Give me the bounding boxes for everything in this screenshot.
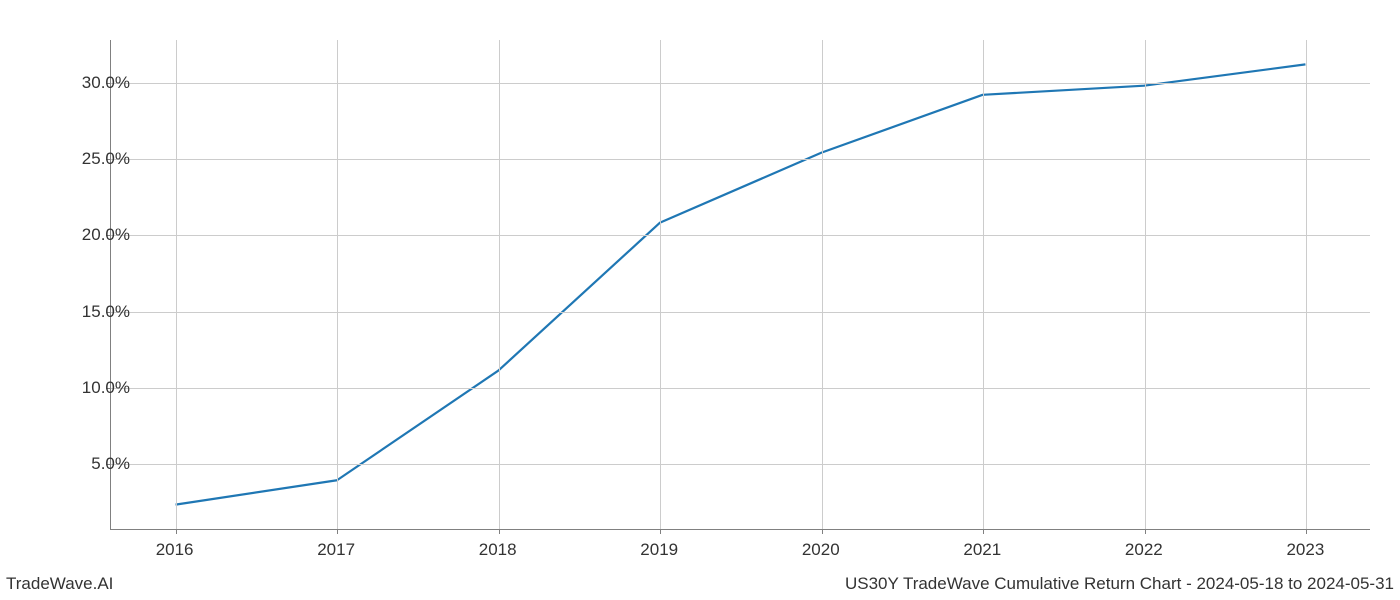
x-tick-label: 2016	[145, 540, 205, 560]
x-tick-mark	[660, 529, 661, 534]
footer-caption: US30Y TradeWave Cumulative Return Chart …	[845, 574, 1394, 594]
grid-line-horizontal	[111, 235, 1370, 236]
x-tick-mark	[176, 529, 177, 534]
x-tick-label: 2018	[468, 540, 528, 560]
grid-line-horizontal	[111, 159, 1370, 160]
x-tick-label: 2023	[1275, 540, 1335, 560]
x-tick-mark	[983, 529, 984, 534]
x-tick-label: 2019	[629, 540, 689, 560]
plot-area	[110, 40, 1370, 530]
footer-brand: TradeWave.AI	[6, 574, 113, 594]
grid-line-vertical	[660, 40, 661, 529]
y-tick-label: 25.0%	[50, 149, 130, 169]
y-tick-label: 15.0%	[50, 302, 130, 322]
x-tick-mark	[1145, 529, 1146, 534]
x-tick-mark	[499, 529, 500, 534]
x-tick-label: 2017	[306, 540, 366, 560]
y-tick-label: 20.0%	[50, 225, 130, 245]
x-tick-label: 2022	[1114, 540, 1174, 560]
grid-line-horizontal	[111, 388, 1370, 389]
x-tick-mark	[1306, 529, 1307, 534]
grid-line-vertical	[822, 40, 823, 529]
y-tick-label: 5.0%	[50, 454, 130, 474]
y-tick-label: 10.0%	[50, 378, 130, 398]
grid-line-vertical	[337, 40, 338, 529]
x-tick-mark	[822, 529, 823, 534]
grid-line-horizontal	[111, 83, 1370, 84]
grid-line-vertical	[983, 40, 984, 529]
grid-line-horizontal	[111, 464, 1370, 465]
line-chart-svg	[111, 40, 1370, 529]
grid-line-vertical	[499, 40, 500, 529]
grid-line-vertical	[1306, 40, 1307, 529]
chart-container	[110, 40, 1370, 530]
grid-line-horizontal	[111, 312, 1370, 313]
grid-line-vertical	[1145, 40, 1146, 529]
y-tick-label: 30.0%	[50, 73, 130, 93]
x-tick-label: 2021	[952, 540, 1012, 560]
x-tick-label: 2020	[791, 540, 851, 560]
grid-line-vertical	[176, 40, 177, 529]
x-tick-mark	[337, 529, 338, 534]
